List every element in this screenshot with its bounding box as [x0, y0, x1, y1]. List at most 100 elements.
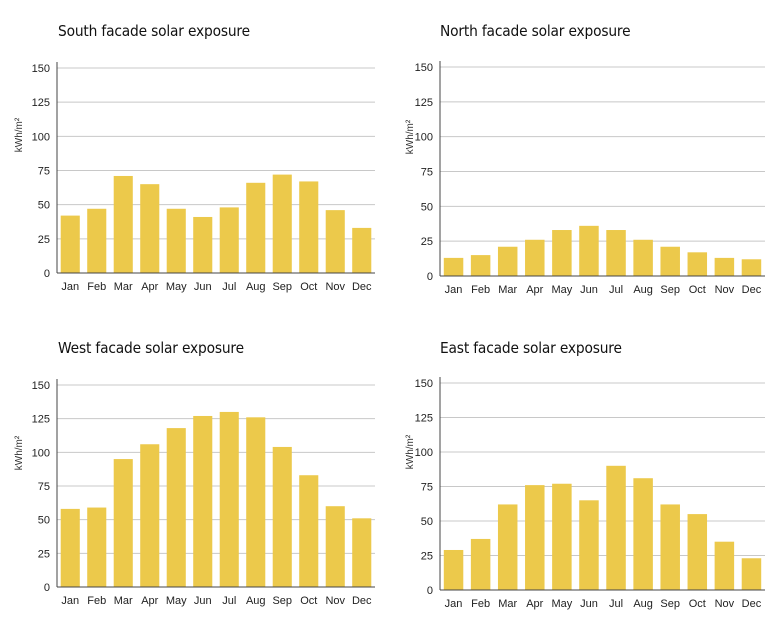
x-tick-label: Feb [87, 281, 106, 293]
x-tick-label: May [166, 595, 187, 607]
chart-panel-south: South facade solar exposure 0 25 50 75 100 12… [0, 0, 390, 318]
y-tick-label: 75 [38, 481, 50, 493]
x-tick-label: Jun [580, 284, 598, 296]
y-tick-label: 0 [427, 271, 433, 283]
x-tick-label: May [551, 284, 572, 296]
bar-dec [741, 558, 762, 590]
y-tick-label: 75 [38, 166, 50, 178]
y-axis-label: kWh/m² [405, 434, 416, 469]
x-tick-label: Jul [609, 284, 623, 296]
bar-feb [87, 208, 107, 273]
bar-may [166, 428, 186, 587]
y-tick-label: 50 [421, 201, 433, 213]
bar-jul [219, 207, 239, 273]
bar-jan [60, 508, 80, 587]
bar-jul [606, 465, 626, 590]
chart-panel-east: East facade solar exposure 0 25 50 75 100 125… [390, 318, 780, 635]
bar-oct [299, 181, 319, 273]
x-tick-label: Jul [609, 598, 623, 610]
x-tick-label: Mar [114, 595, 133, 607]
bar-aug [633, 478, 653, 590]
bar-nov [714, 257, 735, 276]
bar-aug [633, 239, 653, 276]
x-tick-label: Oct [689, 284, 706, 296]
y-tick-label: 125 [32, 414, 50, 426]
chart-title: South facade solar exposure [58, 22, 250, 40]
y-tick-label: 150 [415, 378, 433, 390]
y-tick-label: 125 [415, 413, 433, 425]
bar-may [552, 230, 572, 276]
chart-panel-west: West facade solar exposure 0 25 50 75 100 125… [0, 318, 390, 635]
x-tick-label: Nov [325, 281, 345, 293]
bar-may [552, 483, 572, 590]
bar-dec [352, 227, 372, 273]
x-tick-label: Jan [61, 281, 79, 293]
y-tick-label: 150 [415, 62, 433, 74]
y-axis-label: kWh/m² [405, 119, 416, 154]
x-tick-label: Sep [660, 284, 680, 296]
x-tick-label: Mar [498, 284, 517, 296]
bar-nov [325, 210, 345, 273]
bar-chart-north: 0 25 50 75 100 125 150 Jan Feb Mar Apr May Jun Jul Aug… [405, 61, 765, 296]
bar-mar [497, 504, 518, 590]
x-tick-label: Nov [325, 595, 345, 607]
x-tick-label: Mar [498, 598, 517, 610]
x-tick-label: Aug [246, 281, 266, 293]
bar-jun [193, 415, 213, 587]
bar-jul [219, 411, 239, 587]
y-tick-label: 50 [38, 515, 50, 527]
x-tick-label: Jun [580, 598, 598, 610]
bar-sep [272, 174, 292, 273]
x-tick-label: Aug [633, 284, 653, 296]
y-tick-label: 75 [421, 167, 433, 179]
x-tick-label: Nov [715, 598, 735, 610]
y-axis-label: kWh/m² [14, 117, 25, 152]
bar-nov [325, 506, 345, 587]
y-tick-label: 75 [421, 482, 433, 494]
bar-oct [687, 514, 708, 590]
x-tick-label: Dec [742, 284, 762, 296]
bar-may [166, 208, 186, 273]
y-tick-label: 150 [32, 63, 50, 75]
bar-jan [443, 257, 464, 276]
bar-jun [579, 500, 599, 590]
x-tick-label: Apr [526, 284, 543, 296]
y-tick-label: 100 [415, 132, 433, 144]
y-tick-label: 100 [415, 447, 433, 459]
bar-aug [246, 417, 266, 587]
bar-nov [714, 541, 735, 590]
bar-apr [525, 239, 545, 276]
chart-title: East facade solar exposure [440, 339, 622, 357]
bar-mar [497, 246, 518, 276]
bar-oct [687, 252, 708, 276]
x-tick-label: Oct [300, 595, 317, 607]
x-tick-label: Oct [689, 598, 706, 610]
bar-dec [352, 518, 372, 587]
y-tick-label: 25 [38, 548, 50, 560]
x-tick-label: Jan [445, 598, 463, 610]
x-tick-label: Dec [352, 595, 372, 607]
bar-oct [299, 475, 319, 587]
chart-panel-north: North facade solar exposure 0 25 50 75 100 12… [390, 0, 780, 318]
bar-dec [741, 259, 762, 276]
x-tick-label: Feb [471, 598, 490, 610]
x-tick-label: Sep [272, 595, 292, 607]
x-tick-label: Jun [194, 281, 212, 293]
x-tick-label: May [166, 281, 187, 293]
bar-jun [579, 225, 599, 276]
y-tick-label: 0 [44, 582, 50, 594]
y-axis-label: kWh/m² [14, 435, 25, 470]
y-tick-label: 25 [421, 551, 433, 563]
bar-sep [660, 504, 680, 590]
y-tick-label: 0 [427, 585, 433, 597]
x-tick-label: Jan [61, 595, 79, 607]
x-tick-label: Sep [272, 281, 292, 293]
x-tick-label: Jul [222, 281, 236, 293]
bar-jan [60, 215, 80, 273]
y-tick-label: 100 [32, 447, 50, 459]
y-tick-label: 0 [44, 268, 50, 280]
x-tick-label: May [551, 598, 572, 610]
y-tick-label: 50 [421, 516, 433, 528]
bar-jan [443, 549, 464, 590]
bar-sep [272, 446, 292, 587]
